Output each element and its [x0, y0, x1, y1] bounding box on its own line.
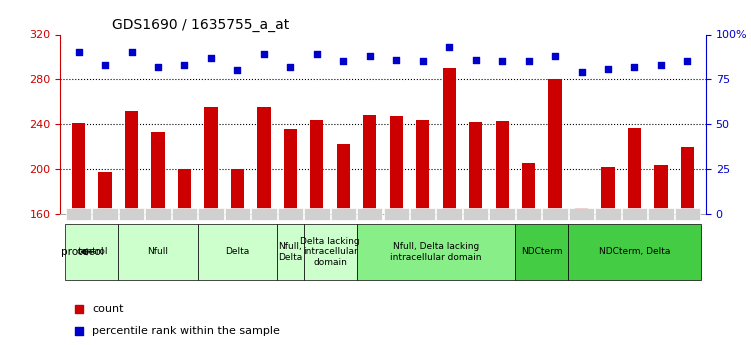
FancyBboxPatch shape [198, 208, 224, 220]
Point [285, 64, 297, 70]
Point [73, 50, 85, 55]
Bar [231, 169, 244, 214]
Text: GDS1690 / 1635755_a_at: GDS1690 / 1635755_a_at [112, 18, 289, 32]
FancyBboxPatch shape [330, 208, 356, 220]
Bar [390, 116, 403, 214]
Text: NDCterm, Delta: NDCterm, Delta [599, 247, 670, 256]
FancyBboxPatch shape [674, 208, 700, 220]
FancyBboxPatch shape [384, 208, 409, 220]
Point [575, 69, 587, 75]
FancyBboxPatch shape [304, 208, 330, 220]
Text: Delta: Delta [225, 247, 249, 256]
Point [205, 55, 217, 61]
Point [311, 51, 323, 57]
Bar [204, 107, 218, 214]
Text: Delta lacking
intracellular
domain: Delta lacking intracellular domain [300, 237, 360, 267]
Bar [310, 120, 324, 214]
Point [391, 57, 403, 62]
Bar [125, 111, 138, 214]
FancyBboxPatch shape [436, 208, 462, 220]
Text: NDCterm: NDCterm [521, 247, 562, 256]
FancyBboxPatch shape [251, 208, 276, 220]
Bar [98, 172, 112, 214]
FancyBboxPatch shape [648, 208, 674, 220]
Text: Nfull, Delta lacking
intracellular domain: Nfull, Delta lacking intracellular domai… [391, 242, 481, 262]
Point [496, 59, 508, 64]
Bar [522, 164, 535, 214]
Point [417, 59, 429, 64]
Bar [72, 123, 85, 214]
Bar [336, 144, 350, 214]
FancyBboxPatch shape [66, 208, 92, 220]
Point [99, 62, 111, 68]
Bar [363, 115, 376, 214]
Bar [469, 122, 482, 214]
Bar [152, 132, 164, 214]
Point [469, 57, 481, 62]
Bar [178, 169, 191, 214]
Point [681, 59, 693, 64]
FancyBboxPatch shape [119, 224, 198, 280]
Bar [602, 167, 614, 214]
FancyBboxPatch shape [542, 208, 568, 220]
FancyBboxPatch shape [410, 208, 436, 220]
Point [179, 62, 191, 68]
Point [629, 64, 641, 70]
FancyBboxPatch shape [225, 208, 250, 220]
Text: protocol: protocol [62, 247, 104, 257]
Point [523, 59, 535, 64]
FancyBboxPatch shape [515, 224, 569, 280]
FancyBboxPatch shape [596, 208, 621, 220]
FancyBboxPatch shape [119, 208, 144, 220]
Bar [575, 208, 588, 214]
Point [602, 66, 614, 71]
Text: count: count [92, 304, 124, 314]
FancyBboxPatch shape [490, 208, 515, 220]
FancyBboxPatch shape [145, 208, 170, 220]
Point [152, 64, 164, 70]
Bar [442, 68, 456, 214]
FancyBboxPatch shape [569, 208, 594, 220]
FancyBboxPatch shape [357, 224, 515, 280]
Text: Nfull,
Delta: Nfull, Delta [278, 242, 303, 262]
Text: Nfull: Nfull [147, 247, 168, 256]
Bar [628, 128, 641, 214]
Point [125, 50, 137, 55]
FancyBboxPatch shape [303, 224, 357, 280]
Bar [258, 107, 270, 214]
Bar [654, 165, 668, 214]
Point [337, 59, 349, 64]
FancyBboxPatch shape [278, 208, 303, 220]
Bar [496, 121, 508, 214]
Bar [416, 120, 430, 214]
Point [655, 62, 667, 68]
FancyBboxPatch shape [172, 208, 198, 220]
Text: percentile rank within the sample: percentile rank within the sample [92, 326, 280, 336]
FancyBboxPatch shape [516, 208, 541, 220]
FancyBboxPatch shape [92, 208, 118, 220]
Point [363, 53, 376, 59]
Point [443, 44, 455, 50]
Text: control: control [76, 247, 107, 256]
FancyBboxPatch shape [277, 224, 303, 280]
Point [258, 51, 270, 57]
FancyBboxPatch shape [463, 208, 488, 220]
Bar [284, 129, 297, 214]
Point [553, 189, 566, 195]
FancyBboxPatch shape [198, 224, 277, 280]
Point [549, 53, 561, 59]
FancyBboxPatch shape [622, 208, 647, 220]
Bar [548, 79, 562, 214]
Bar [681, 147, 694, 214]
FancyBboxPatch shape [357, 208, 382, 220]
FancyBboxPatch shape [65, 224, 119, 280]
FancyBboxPatch shape [569, 224, 701, 280]
Point [231, 68, 243, 73]
